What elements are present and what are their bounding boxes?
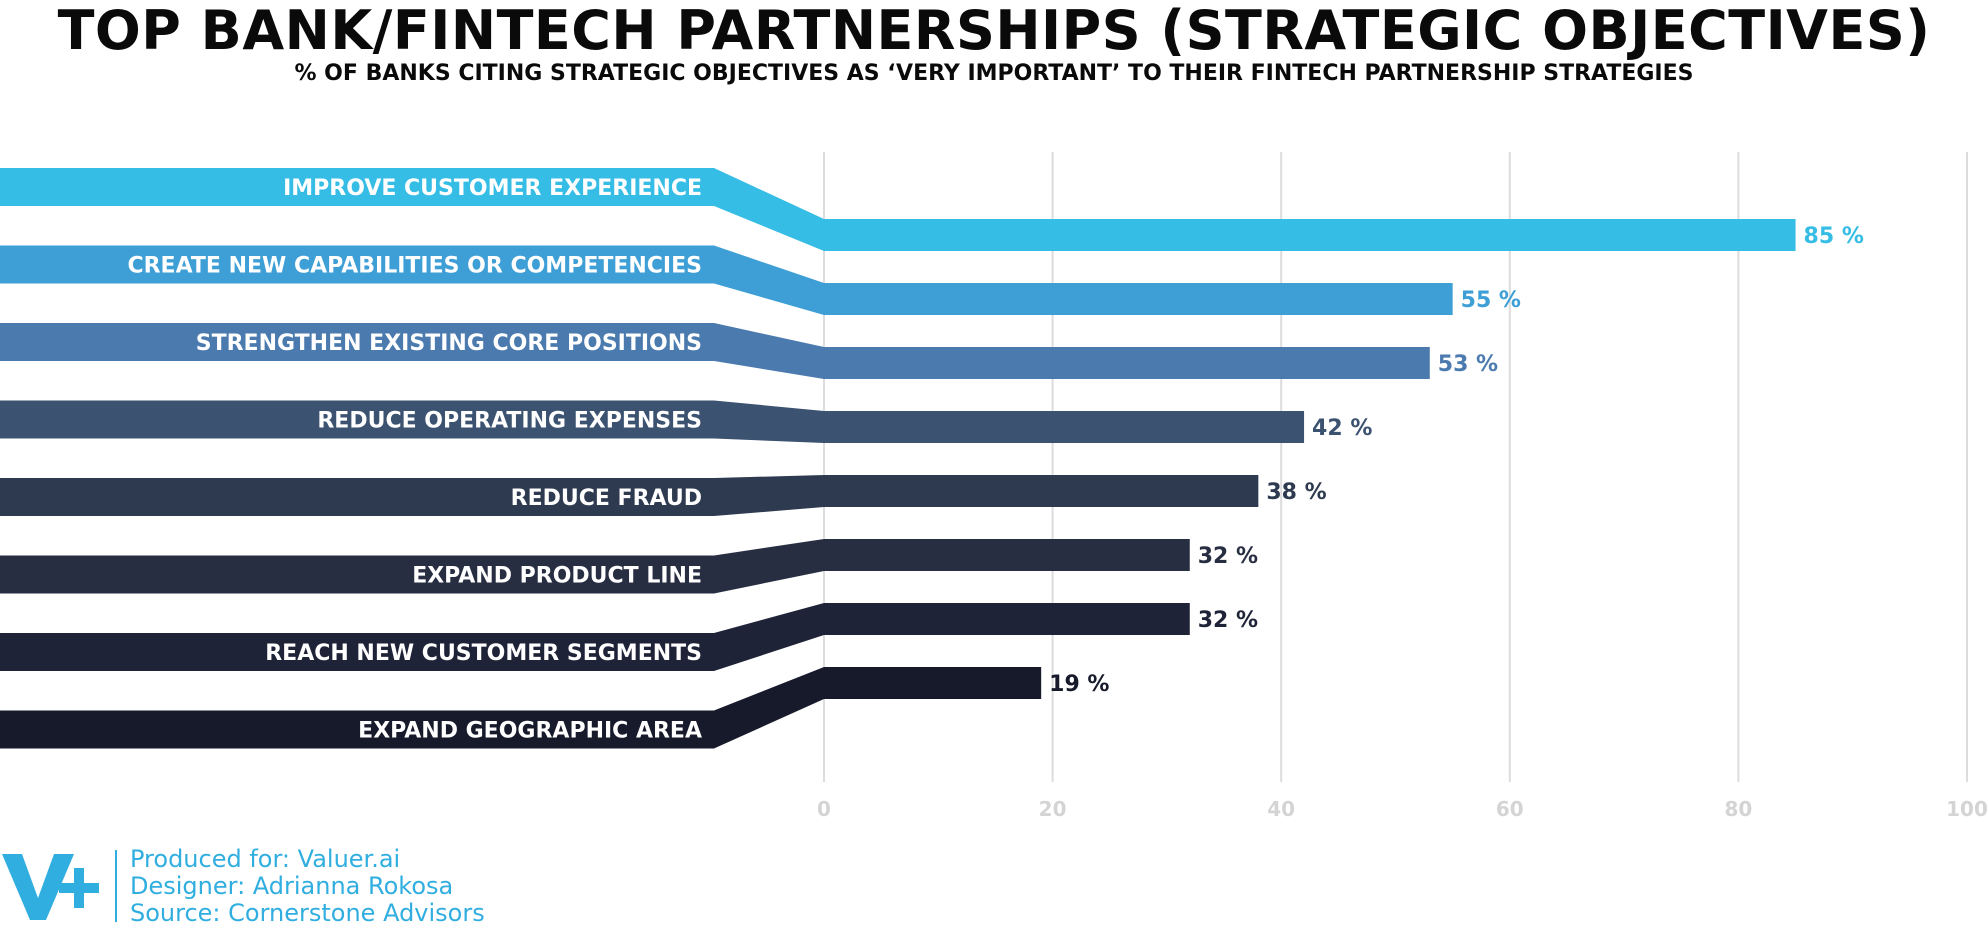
x-tick-label: 60 <box>1496 797 1524 821</box>
label-connector <box>714 168 824 251</box>
bars <box>824 219 1796 699</box>
category-label-band <box>0 555 714 594</box>
footer-divider <box>115 850 117 922</box>
category-label: REACH NEW CUSTOMER SEGMENTS <box>265 641 702 666</box>
value-label: 55 % <box>1461 288 1521 313</box>
value-label: 38 % <box>1266 480 1326 505</box>
bar <box>824 539 1190 571</box>
category-label: EXPAND GEOGRAPHIC AREA <box>358 719 702 744</box>
bar <box>824 475 1259 507</box>
category-label: STRENGTHEN EXISTING CORE POSITIONS <box>196 331 702 356</box>
value-label: 42 % <box>1312 416 1372 441</box>
category-label: REDUCE OPERATING EXPENSES <box>317 409 702 434</box>
value-label: 19 % <box>1049 672 1109 697</box>
bar <box>824 603 1190 635</box>
valuer-logo <box>2 854 99 920</box>
bar <box>824 411 1305 443</box>
x-tick-label: 40 <box>1267 797 1295 821</box>
label-connector <box>714 539 824 594</box>
category-label-band <box>0 710 714 749</box>
x-axis-ticks: 0 20 40 60 80 100 <box>817 797 1988 821</box>
footer-credits: Produced for: Valuer.ai Designer: Adrian… <box>130 846 485 927</box>
value-labels: 85 % 55 % 53 % 42 % 38 % 32 % 32 % 19 % <box>1049 224 1864 697</box>
category-label-band <box>0 168 714 206</box>
designer-text: Designer: Adrianna Rokosa <box>130 872 454 900</box>
category-label-band <box>0 400 714 439</box>
bar-chart: IMPROVE CUSTOMER EXPERIENCE CREATE NEW CA… <box>0 152 1988 821</box>
label-connector <box>714 245 824 315</box>
category-label: IMPROVE CUSTOMER EXPERIENCE <box>283 176 702 201</box>
category-labels: IMPROVE CUSTOMER EXPERIENCE CREATE NEW CA… <box>0 168 714 749</box>
produced-for-text: Produced for: Valuer.ai <box>130 845 401 873</box>
category-label-band <box>0 478 714 516</box>
category-label: CREATE NEW CAPABILITIES OR COMPETENCIES <box>127 254 702 279</box>
label-connector <box>714 323 824 379</box>
label-connectors <box>714 168 824 749</box>
label-connector <box>714 475 824 516</box>
label-connector <box>714 667 824 749</box>
bar <box>824 283 1453 315</box>
value-label: 53 % <box>1438 352 1498 377</box>
value-label: 85 % <box>1804 224 1864 249</box>
x-tick-label: 20 <box>1039 797 1067 821</box>
x-tick-label: 80 <box>1724 797 1752 821</box>
bar <box>824 219 1796 251</box>
bar <box>824 667 1042 699</box>
category-label-band <box>0 245 714 284</box>
value-label: 32 % <box>1198 544 1258 569</box>
label-connector <box>714 400 824 443</box>
x-tick-label: 0 <box>817 797 831 821</box>
x-tick-label: 100 <box>1946 797 1988 821</box>
category-label: EXPAND PRODUCT LINE <box>412 564 702 589</box>
label-connector <box>714 603 824 671</box>
chart-subtitle: % OF BANKS CITING STRATEGIC OBJECTIVES A… <box>294 61 1694 86</box>
source-text: Source: Cornerstone Advisors <box>130 899 485 927</box>
category-label-band <box>0 323 714 361</box>
category-label-band <box>0 633 714 671</box>
chart-title: TOP BANK/FINTECH PARTNERSHIPS (STRATEGIC… <box>57 0 1931 62</box>
value-label: 32 % <box>1198 608 1258 633</box>
category-label: REDUCE FRAUD <box>511 486 702 511</box>
bar <box>824 347 1430 379</box>
